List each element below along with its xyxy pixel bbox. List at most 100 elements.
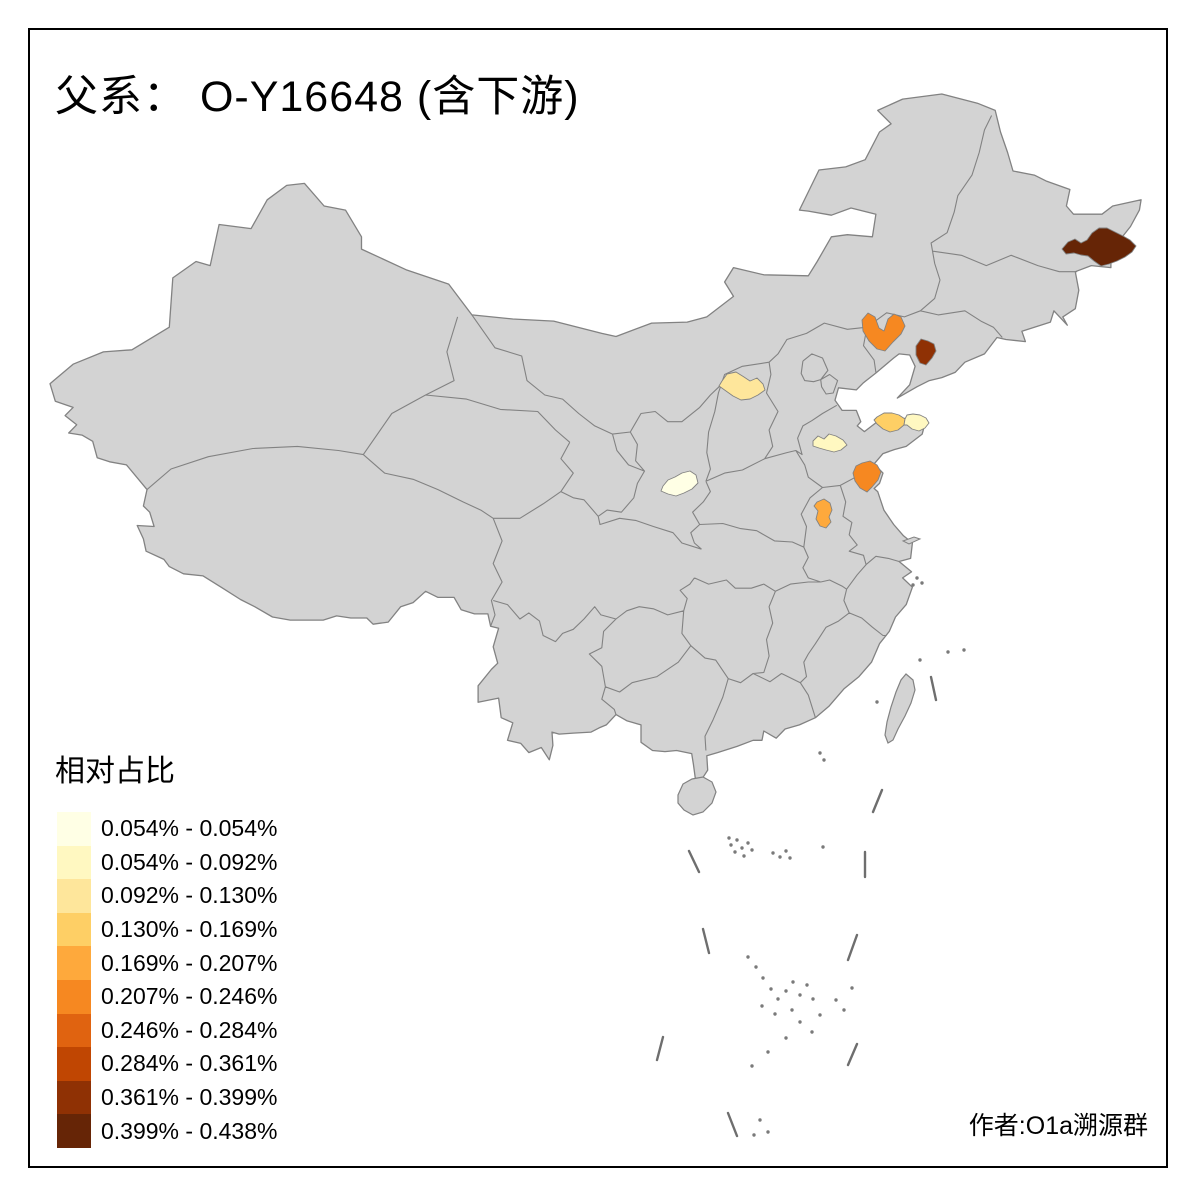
region-east-heilongjiang <box>1061 227 1137 267</box>
sea-boundary-dash <box>929 675 938 702</box>
region-central-shaanxi <box>660 470 699 497</box>
sea-boundary-dash <box>701 927 711 955</box>
legend-label: 0.054% - 0.054% <box>101 815 278 842</box>
legend-swatch <box>57 812 91 846</box>
legend-row: 0.054% - 0.092% <box>57 845 278 880</box>
region-central-anhui <box>813 498 833 529</box>
small-island-dot <box>791 980 795 984</box>
legend-row: 0.284% - 0.361% <box>57 1047 277 1081</box>
legend-swatch <box>57 879 91 913</box>
small-island-dot <box>822 758 826 762</box>
small-island-dot <box>788 856 792 860</box>
small-island-dot <box>810 1030 814 1034</box>
legend-swatch <box>57 845 91 880</box>
region-north-shanxi <box>718 371 766 401</box>
legend-swatch <box>57 1013 91 1048</box>
small-island-dot <box>920 581 924 585</box>
small-island-dot <box>758 1118 762 1122</box>
legend-rows: 0.054% - 0.054% 0.054% - 0.092% 0.092% - 0… <box>57 812 277 1148</box>
small-island-dot <box>776 997 780 1001</box>
legend-label: 0.169% - 0.207% <box>101 949 278 976</box>
small-island-dot <box>834 998 838 1002</box>
small-island-dot <box>811 997 815 1001</box>
legend-swatch <box>57 1080 91 1115</box>
small-island-dot <box>784 1036 788 1040</box>
sea-boundary-dash <box>846 933 859 962</box>
small-island-dot <box>733 850 737 854</box>
small-island-dot <box>750 848 754 852</box>
small-island-dot <box>918 658 922 662</box>
legend-row: 0.092% - 0.130% <box>57 879 277 913</box>
small-island-dot <box>778 855 782 859</box>
legend: 相对占比 0.054% - 0.054% 0.054% - 0.092% 0.092… <box>55 746 277 1148</box>
region-east-shandong-peninsula <box>903 413 930 432</box>
small-island-dot <box>790 1008 794 1012</box>
legend-swatch <box>57 912 91 947</box>
small-island-dot <box>946 650 950 654</box>
small-island-dot <box>752 1133 756 1137</box>
small-island-dot <box>842 1008 846 1012</box>
legend-swatch <box>57 979 91 1014</box>
small-island-dot <box>911 583 915 587</box>
legend-label: 0.399% - 0.438% <box>101 1117 278 1144</box>
small-island-dot <box>798 1020 802 1024</box>
attribution: 作者:O1a溯源群 <box>968 1112 1148 1140</box>
sea-boundary-dash <box>871 788 884 814</box>
page-title: 父系： O-Y16648 (含下游) <box>55 73 580 121</box>
legend-label: 0.246% - 0.284% <box>101 1016 278 1043</box>
small-island-dot <box>766 1050 770 1054</box>
legend-label: 0.130% - 0.169% <box>101 916 278 943</box>
legend-label: 0.092% - 0.130% <box>101 882 278 909</box>
region-coastal-north-jiangsu <box>852 460 882 493</box>
legend-swatch <box>57 946 91 980</box>
china-mainland <box>49 93 1142 779</box>
small-island-dot <box>766 1130 770 1134</box>
legend-title: 相对占比 <box>55 755 175 788</box>
small-island-dot <box>769 987 773 991</box>
legend-row: 0.054% - 0.054% <box>57 812 277 846</box>
chongming-island <box>901 536 922 545</box>
small-island-dot <box>818 751 822 755</box>
small-island-dot <box>784 989 788 993</box>
small-island-dot <box>850 986 854 990</box>
small-island-dot <box>754 965 758 969</box>
small-island-dot <box>746 955 750 959</box>
sea-boundary-dash <box>846 1042 859 1067</box>
small-island-dot <box>805 983 809 987</box>
legend-label: 0.207% - 0.246% <box>101 983 278 1010</box>
small-island-dot <box>761 976 765 980</box>
legend-row: 0.169% - 0.207% <box>57 946 277 980</box>
small-island-dot <box>729 843 733 847</box>
legend-row: 0.207% - 0.246% <box>57 979 278 1014</box>
region-central-liaoning <box>915 338 937 366</box>
hainan-island <box>677 776 717 816</box>
sea-boundary-dash <box>726 1111 739 1138</box>
legend-label: 0.054% - 0.092% <box>101 848 278 875</box>
legend-row: 0.130% - 0.169% <box>57 912 278 947</box>
legend-label: 0.284% - 0.361% <box>101 1050 278 1077</box>
legend-swatch <box>57 1114 91 1148</box>
small-island-dot <box>771 851 775 855</box>
legend-swatch <box>57 1047 91 1081</box>
small-island-dot <box>773 1012 777 1016</box>
small-island-dot <box>746 841 750 845</box>
small-island-dot <box>735 838 739 842</box>
small-island-dot <box>784 849 788 853</box>
small-island-dot <box>740 846 744 850</box>
small-island-dot <box>818 1013 822 1017</box>
small-island-dot <box>727 836 731 840</box>
small-island-dot <box>962 648 966 652</box>
small-island-dot <box>915 576 919 580</box>
small-island-dot <box>821 845 825 849</box>
small-island-dot <box>875 700 879 704</box>
small-island-dot <box>760 1004 764 1008</box>
region-central-shandong-peninsula <box>873 412 906 433</box>
province-borders <box>146 115 1078 751</box>
small-island-dot <box>750 1064 754 1068</box>
legend-row: 0.399% - 0.438% <box>57 1114 277 1148</box>
region-west-shandong <box>812 433 848 453</box>
taiwan-island <box>884 673 916 744</box>
legend-label: 0.361% - 0.399% <box>101 1084 278 1111</box>
small-island-dot <box>798 993 802 997</box>
